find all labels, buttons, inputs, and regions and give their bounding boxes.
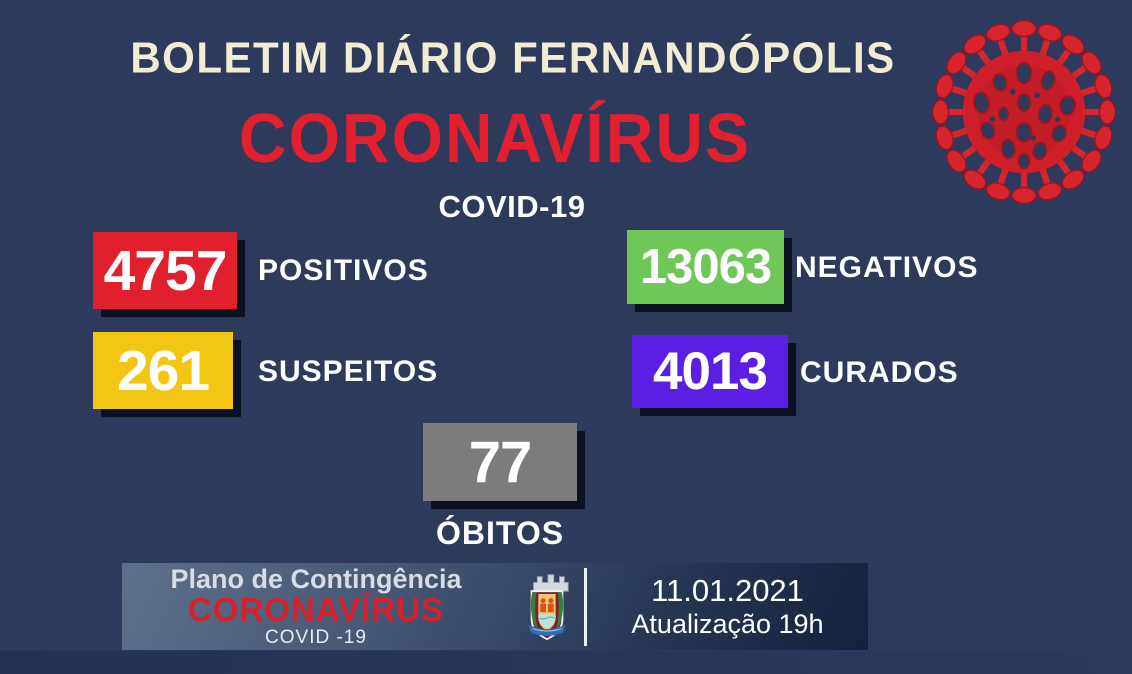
stat-label-negativos: NEGATIVOS — [795, 251, 979, 284]
stat-card-negativos: 13063 — [627, 230, 784, 304]
stat-card-positivos: 4757 — [93, 232, 237, 309]
stat-label-obitos: ÓBITOS — [435, 515, 565, 551]
bottom-band — [0, 651, 1132, 674]
stat-value: 261 — [116, 338, 210, 403]
update-time: Atualização 19h — [631, 608, 824, 639]
plan-heading: CORONAVÍRUS — [187, 591, 445, 629]
contingency-plan-banner: Plano de Contingência CORONAVÍRUS COVID … — [122, 563, 868, 650]
update-block: 11.01.2021 Atualização 19h — [587, 563, 868, 650]
bulletin-date: 11.01.2021 — [651, 573, 804, 609]
coronavirus-icon — [922, 10, 1126, 214]
stat-value: 4013 — [653, 342, 768, 401]
stat-label-positivos: POSITIVOS — [258, 254, 429, 287]
divider — [584, 567, 587, 646]
main-heading: CORONAVÍRUS — [238, 99, 752, 177]
stat-value: 77 — [468, 429, 533, 495]
stat-value: 4757 — [103, 238, 228, 303]
stat-label-suspeitos: SUSPEITOS — [258, 355, 439, 388]
plan-text-block: Plano de Contingência CORONAVÍRUS COVID … — [122, 563, 510, 650]
plan-subtitle: COVID -19 — [265, 627, 367, 649]
page-title: BOLETIM DIÁRIO FERNANDÓPOLIS — [130, 33, 896, 82]
stat-value: 13063 — [639, 240, 772, 294]
stat-card-suspeitos: 261 — [93, 332, 233, 409]
stat-card-curados: 4013 — [632, 335, 788, 408]
plan-title: Plano de Contingência — [170, 564, 462, 595]
subtitle: COVID-19 — [438, 189, 586, 224]
stat-label-curados: CURADOS — [800, 356, 959, 389]
city-crest-icon — [510, 569, 584, 644]
stat-card-obitos: 77 — [423, 423, 577, 501]
